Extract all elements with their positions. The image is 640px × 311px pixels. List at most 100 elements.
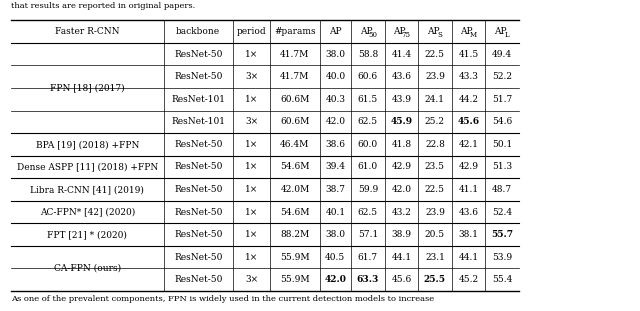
Text: 52.2: 52.2 xyxy=(492,72,512,81)
Text: 43.6: 43.6 xyxy=(392,72,412,81)
Text: 41.4: 41.4 xyxy=(391,50,412,58)
Text: AP: AP xyxy=(393,27,406,36)
Text: 1×: 1× xyxy=(245,162,258,171)
Text: AP: AP xyxy=(460,27,473,36)
Text: L: L xyxy=(504,30,509,39)
Text: 41.5: 41.5 xyxy=(458,50,479,58)
Text: 1×: 1× xyxy=(245,230,258,239)
Text: 45.6: 45.6 xyxy=(391,275,412,284)
Text: 42.0: 42.0 xyxy=(392,185,412,194)
Text: AP: AP xyxy=(360,27,372,36)
Text: ResNet-50: ResNet-50 xyxy=(174,162,223,171)
Text: 55.9M: 55.9M xyxy=(280,275,310,284)
Text: 88.2M: 88.2M xyxy=(280,230,310,239)
Text: 38.7: 38.7 xyxy=(325,185,346,194)
Text: 45.2: 45.2 xyxy=(458,275,479,284)
Text: 52.4: 52.4 xyxy=(492,207,512,216)
Text: 54.6: 54.6 xyxy=(492,117,512,126)
Text: ResNet-101: ResNet-101 xyxy=(172,95,225,104)
Text: 53.9: 53.9 xyxy=(492,253,512,262)
Text: 1×: 1× xyxy=(245,140,258,149)
Text: 54.6M: 54.6M xyxy=(280,207,310,216)
Text: AP: AP xyxy=(427,27,439,36)
Text: 50.1: 50.1 xyxy=(492,140,512,149)
Text: 1×: 1× xyxy=(245,95,258,104)
Text: 60.6M: 60.6M xyxy=(280,117,310,126)
Text: 43.2: 43.2 xyxy=(392,207,412,216)
Text: ResNet-101: ResNet-101 xyxy=(172,117,225,126)
Text: 24.1: 24.1 xyxy=(425,95,445,104)
Text: 42.0: 42.0 xyxy=(324,275,346,284)
Text: 44.1: 44.1 xyxy=(391,253,412,262)
Text: 23.9: 23.9 xyxy=(425,72,445,81)
Text: 41.8: 41.8 xyxy=(391,140,412,149)
Text: 1×: 1× xyxy=(245,253,258,262)
Text: 44.1: 44.1 xyxy=(458,253,479,262)
Text: 55.9M: 55.9M xyxy=(280,253,310,262)
Text: Libra R-CNN [41] (2019): Libra R-CNN [41] (2019) xyxy=(31,185,145,194)
Text: 51.7: 51.7 xyxy=(492,95,512,104)
Text: 41.7M: 41.7M xyxy=(280,50,310,58)
Text: 43.9: 43.9 xyxy=(392,95,412,104)
Text: 55.4: 55.4 xyxy=(492,275,512,284)
Text: 22.5: 22.5 xyxy=(425,185,445,194)
Text: 1×: 1× xyxy=(245,50,258,58)
Text: ResNet-50: ResNet-50 xyxy=(174,50,223,58)
Text: ResNet-50: ResNet-50 xyxy=(174,185,223,194)
Text: that results are reported in original papers.: that results are reported in original pa… xyxy=(11,2,195,10)
Text: AP: AP xyxy=(329,27,342,36)
Text: 42.9: 42.9 xyxy=(458,162,479,171)
Text: 44.2: 44.2 xyxy=(458,95,479,104)
Text: 51.3: 51.3 xyxy=(492,162,512,171)
Text: 23.1: 23.1 xyxy=(425,253,445,262)
Text: As one of the prevalent components, FPN is widely used in the current detection : As one of the prevalent components, FPN … xyxy=(11,295,434,303)
Text: 42.0M: 42.0M xyxy=(280,185,310,194)
Text: 42.1: 42.1 xyxy=(458,140,479,149)
Text: 25.5: 25.5 xyxy=(424,275,446,284)
Text: 23.9: 23.9 xyxy=(425,207,445,216)
Text: 40.0: 40.0 xyxy=(325,72,346,81)
Text: 3×: 3× xyxy=(245,275,258,284)
Text: 1×: 1× xyxy=(245,185,258,194)
Text: 38.6: 38.6 xyxy=(325,140,346,149)
Text: 60.0: 60.0 xyxy=(358,140,378,149)
Text: 46.4M: 46.4M xyxy=(280,140,310,149)
Text: BPA [19] (2018) +FPN: BPA [19] (2018) +FPN xyxy=(36,140,139,149)
Text: 49.4: 49.4 xyxy=(492,50,512,58)
Text: FPT [21] * (2020): FPT [21] * (2020) xyxy=(47,230,127,239)
Text: 1×: 1× xyxy=(245,207,258,216)
Text: 39.4: 39.4 xyxy=(325,162,346,171)
Text: 45.9: 45.9 xyxy=(390,117,412,126)
Text: #params: #params xyxy=(274,27,316,36)
Text: 40.5: 40.5 xyxy=(325,253,346,262)
Text: ResNet-50: ResNet-50 xyxy=(174,140,223,149)
Text: ResNet-50: ResNet-50 xyxy=(174,230,223,239)
Text: 58.8: 58.8 xyxy=(358,50,378,58)
Text: 60.6M: 60.6M xyxy=(280,95,310,104)
Text: period: period xyxy=(237,27,266,36)
Text: 60.6: 60.6 xyxy=(358,72,378,81)
Text: 41.7M: 41.7M xyxy=(280,72,310,81)
Text: 75: 75 xyxy=(402,30,411,39)
Text: 25.2: 25.2 xyxy=(425,117,445,126)
Text: 40.1: 40.1 xyxy=(325,207,346,216)
Text: 61.0: 61.0 xyxy=(358,162,378,171)
Text: CA-FPN (ours): CA-FPN (ours) xyxy=(54,264,121,273)
Text: 45.6: 45.6 xyxy=(458,117,479,126)
Text: FPN [18] (2017): FPN [18] (2017) xyxy=(50,83,125,92)
Text: 42.0: 42.0 xyxy=(325,117,346,126)
Text: 41.1: 41.1 xyxy=(458,185,479,194)
Text: 22.5: 22.5 xyxy=(425,50,445,58)
Text: 59.9: 59.9 xyxy=(358,185,378,194)
Text: 50: 50 xyxy=(368,30,378,39)
Text: 43.3: 43.3 xyxy=(458,72,478,81)
Text: 3×: 3× xyxy=(245,72,258,81)
Text: M: M xyxy=(470,30,477,39)
Text: 22.8: 22.8 xyxy=(425,140,445,149)
Text: 42.9: 42.9 xyxy=(392,162,412,171)
Text: 62.5: 62.5 xyxy=(358,117,378,126)
Text: 63.3: 63.3 xyxy=(356,275,379,284)
Text: 38.9: 38.9 xyxy=(392,230,412,239)
Text: 23.5: 23.5 xyxy=(425,162,445,171)
Text: 38.0: 38.0 xyxy=(325,50,346,58)
